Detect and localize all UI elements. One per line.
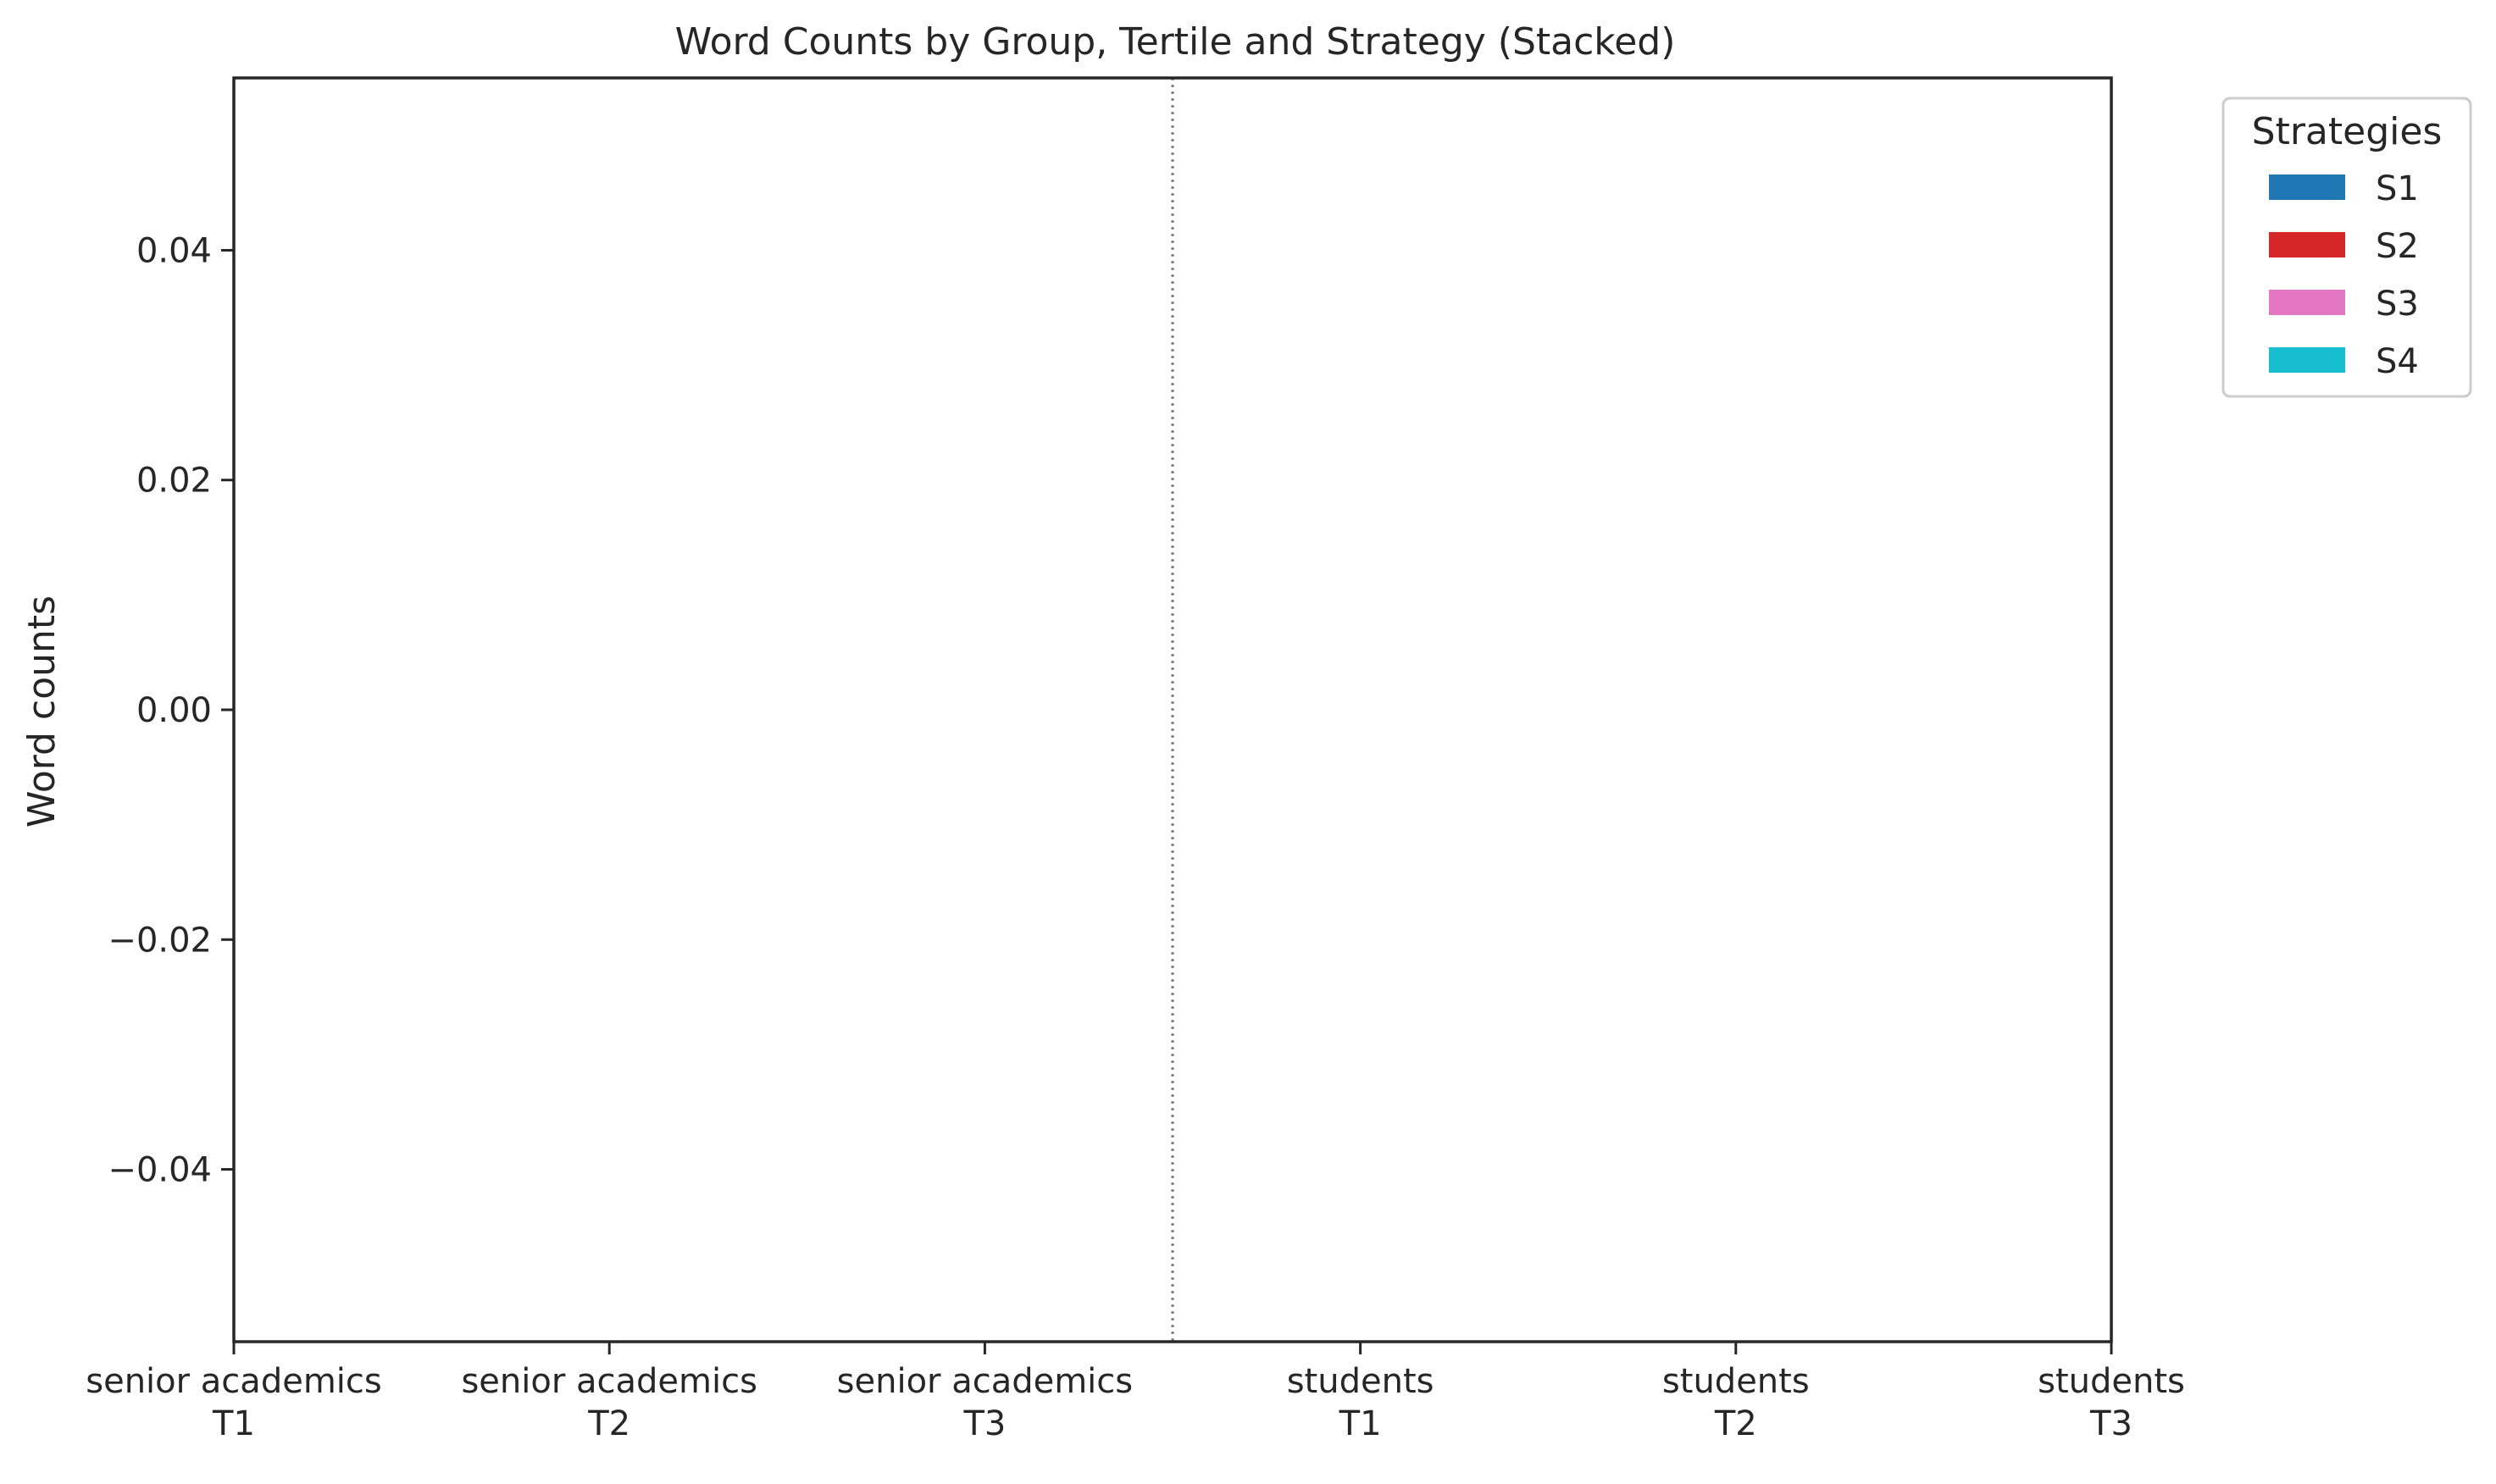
y-tick-label: 0.02 [136, 462, 212, 501]
x-tick-label-line: T3 [962, 1404, 1006, 1443]
legend-label-S3: S3 [2376, 285, 2419, 324]
y-tick-label: −0.02 [108, 921, 212, 960]
x-tick-label: senior academics T1 [86, 1362, 381, 1443]
x-tick-label: senior academics T2 [461, 1362, 757, 1443]
x-tick-label-line: students [1287, 1362, 1434, 1401]
x-tick-label-line: senior academics [86, 1362, 381, 1401]
x-tick-label: students T1 [1287, 1362, 1434, 1443]
legend-frame [2221, 97, 2472, 398]
legend-swatch-S2 [2269, 232, 2345, 257]
x-tick-label: students T2 [1662, 1362, 1810, 1443]
x-tick-label-line: senior academics [837, 1362, 1133, 1401]
x-tick-label-line: T1 [1339, 1404, 1382, 1443]
x-tick-label-line: students [2038, 1362, 2185, 1401]
x-tick-label-line: T1 [212, 1404, 255, 1443]
y-axis-label: Word counts [20, 595, 64, 828]
legend-title: Strategies [2252, 110, 2443, 153]
x-tick-label: senior academics T3 [837, 1362, 1133, 1443]
plot-area [232, 76, 2113, 1343]
legend-label-S1: S1 [2376, 169, 2419, 208]
legend-swatch-S1 [2269, 174, 2345, 200]
legend-swatch-S4 [2269, 347, 2345, 373]
legend-swatch-S3 [2269, 290, 2345, 315]
y-tick-label: −0.04 [108, 1151, 212, 1190]
y-tick-label: 0.04 [136, 231, 212, 270]
x-tick-label-line: T3 [2089, 1404, 2133, 1443]
x-tick-label-line: T2 [587, 1404, 630, 1443]
x-tick-label-line: T2 [1714, 1404, 1757, 1443]
chart-title: Word Counts by Group, Tertile and Strate… [675, 20, 1676, 64]
y-axis-ticks: −0.04 −0.02 0.00 0.02 0.04 [108, 231, 234, 1190]
legend-label-S2: S2 [2376, 227, 2419, 266]
y-tick-label: 0.00 [136, 691, 212, 730]
legend: Strategies S1 S2 S3 S4 [2221, 97, 2472, 398]
x-tick-label-line: students [1662, 1362, 1810, 1401]
legend-label-S4: S4 [2376, 342, 2419, 381]
x-tick-label: students T3 [2038, 1362, 2185, 1443]
x-tick-label-line: senior academics [461, 1362, 757, 1401]
